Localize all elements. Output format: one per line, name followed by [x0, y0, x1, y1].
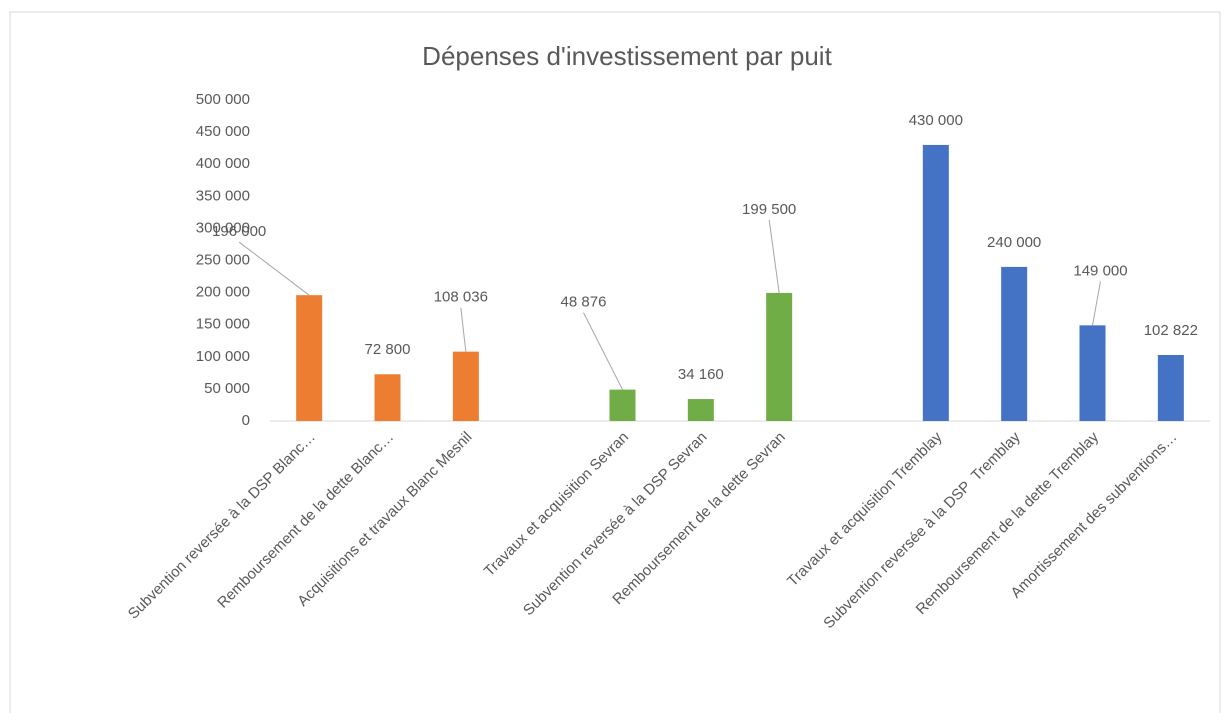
bar [374, 374, 401, 421]
y-tick-label: 400 000 [196, 155, 250, 172]
x-tick-label: Travaux et acquisition Sevran [481, 429, 632, 580]
y-tick-label: 0 [242, 412, 250, 429]
y-tick-label: 300 000 [196, 219, 250, 236]
bar [452, 351, 479, 421]
y-tick-label: 500 000 [196, 91, 250, 108]
bar [687, 399, 714, 421]
data-label: 48 876 [561, 294, 607, 311]
data-label: 102 822 [1144, 322, 1198, 339]
leader-line [1092, 281, 1101, 326]
x-tick-label: Remboursement de la dette Sevran [609, 429, 788, 608]
data-label: 430 000 [909, 112, 963, 129]
data-label: 196 000 [212, 223, 266, 240]
data-label: 72 800 [365, 341, 411, 358]
chart-frame [9, 11, 1221, 713]
bar [922, 144, 949, 421]
y-tick-label: 450 000 [196, 123, 250, 140]
bar [296, 295, 323, 421]
x-tick-label: Remboursement de la dette Blanc… [214, 429, 397, 612]
bar [766, 292, 793, 421]
y-tick-label: 200 000 [196, 284, 250, 301]
chart-title: Dépenses d'investissement par puit [422, 41, 832, 71]
bar [1079, 325, 1106, 421]
bar [609, 389, 636, 421]
bar [1157, 354, 1184, 421]
y-tick-label: 250 000 [196, 251, 250, 268]
y-tick-label: 50 000 [204, 380, 250, 397]
leader-line [460, 307, 467, 352]
bar [1001, 266, 1028, 421]
y-tick-label: 350 000 [196, 187, 250, 204]
leader-line [238, 241, 310, 296]
data-label: 149 000 [1073, 262, 1127, 279]
x-tick-label: Acquisitions et travaux Blanc Mesnil [294, 429, 475, 610]
data-label: 199 500 [742, 201, 796, 218]
data-label: 108 036 [434, 289, 488, 306]
leader-line [583, 312, 623, 390]
x-tick-label: Travaux et acquisition Tremblay [784, 428, 946, 590]
data-label: 240 000 [987, 234, 1041, 251]
data-label: 34 160 [678, 366, 724, 383]
leader-line [768, 219, 780, 293]
y-tick-label: 100 000 [196, 348, 250, 365]
x-tick-label: Amortissement des subventions… [1008, 429, 1181, 602]
y-tick-label: 150 000 [196, 316, 250, 333]
